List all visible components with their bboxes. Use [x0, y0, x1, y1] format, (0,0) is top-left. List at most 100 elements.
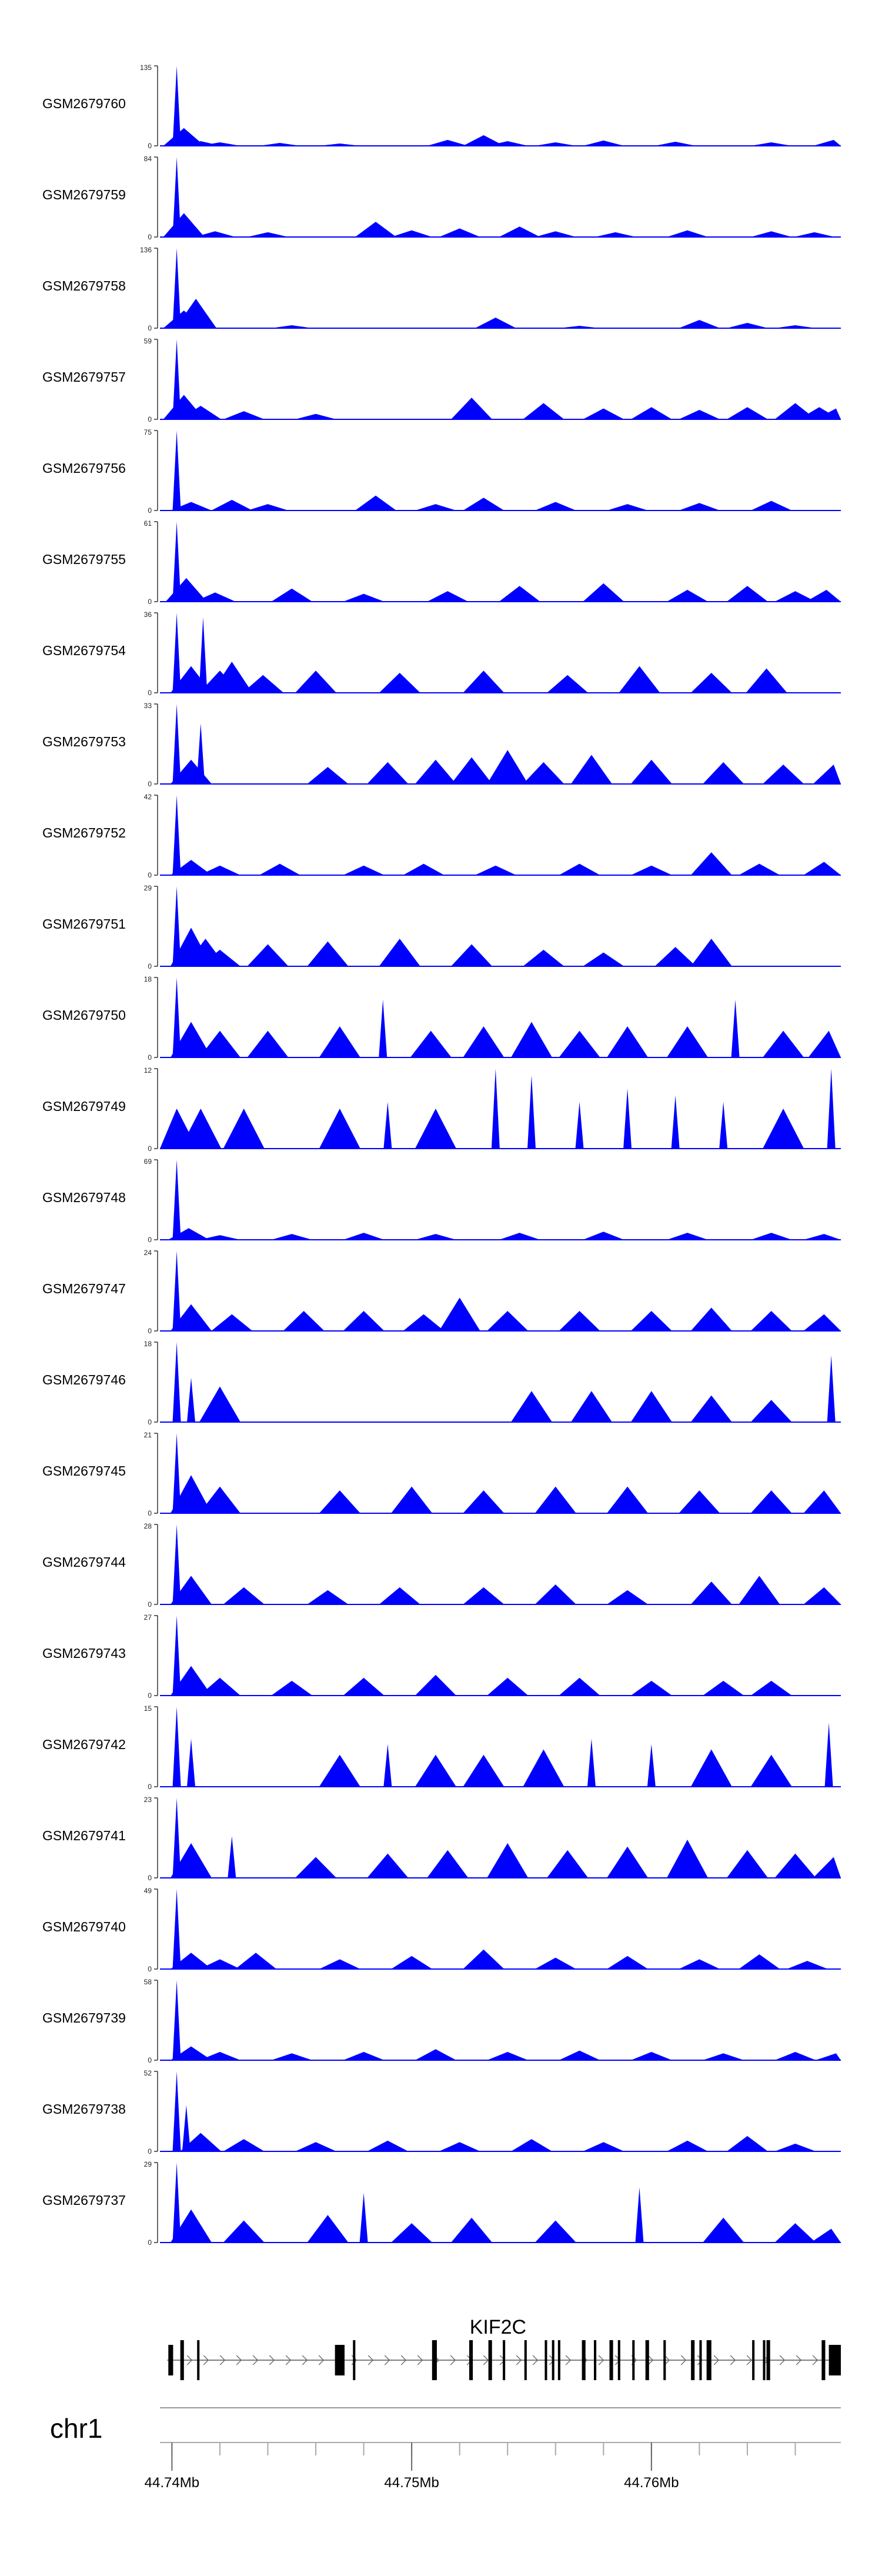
coverage-peak: [690, 1749, 732, 1787]
strand-arrow: [713, 2355, 720, 2365]
strand-arrow: [384, 2355, 390, 2365]
coverage-peak: [607, 1956, 649, 1969]
coverage-peak: [182, 2105, 191, 2151]
coverage-peak: [199, 949, 240, 966]
coverage-peak: [319, 1490, 360, 1513]
strand-arrow: [318, 2355, 325, 2365]
coverage-peak: [171, 502, 212, 510]
strand-arrow: [302, 2355, 308, 2365]
strand-arrow: [664, 2355, 670, 2365]
coverage-peak: [635, 2187, 644, 2243]
coverage-peak: [223, 1587, 265, 1604]
coverage-peak: [511, 2139, 553, 2151]
y-min-label: 0: [148, 2147, 152, 2155]
coverage-peak: [690, 852, 732, 875]
gene-exon: [335, 2345, 345, 2375]
coverage-peak: [679, 1490, 720, 1513]
strand-arrow: [269, 2355, 275, 2365]
y-max-label: 33: [144, 702, 152, 710]
gene-exon: [503, 2340, 506, 2380]
gene-exon: [552, 2340, 554, 2380]
y-min-label: 0: [148, 1965, 152, 1973]
coverage-peak: [415, 759, 456, 784]
y-min-label: 0: [148, 142, 152, 150]
coverage-peak: [803, 862, 841, 875]
coverage-peak: [774, 325, 816, 328]
y-min-label: 0: [148, 780, 152, 788]
y-max-label: 27: [144, 1613, 152, 1621]
coverage-peak: [343, 1311, 385, 1331]
coverage-peak: [726, 586, 768, 602]
coverage-peak: [750, 142, 792, 146]
coverage-peak: [750, 500, 792, 510]
track-GSM2679740: GSM2679740 49 0: [42, 1887, 841, 1973]
strand-arrow: [203, 2355, 209, 2365]
coverage-peak: [559, 1677, 600, 1696]
coverage-peak: [763, 765, 804, 784]
coverage-peak: [463, 1026, 505, 1057]
strand-arrow: [186, 2355, 193, 2365]
coverage-peak: [487, 2051, 529, 2060]
coverage-peak: [223, 2220, 265, 2243]
coverage-peak: [774, 1853, 816, 1878]
y-max-label: 52: [144, 2069, 152, 2077]
coverage-peak: [307, 941, 349, 966]
track-label: GSM2679751: [42, 916, 126, 932]
track-label: GSM2679750: [42, 1007, 126, 1023]
coverage-peak: [583, 583, 624, 602]
coverage-peak: [813, 139, 841, 146]
coverage-peak: [343, 865, 385, 875]
coverage-peak: [487, 1843, 529, 1878]
coverage-peak: [172, 2163, 181, 2243]
y-max-label: 24: [144, 1249, 152, 1257]
coverage-peak: [172, 704, 181, 784]
y-max-label: 49: [144, 1887, 152, 1895]
coverage-peak: [630, 1680, 672, 1696]
coverage-peak: [199, 1030, 240, 1057]
coverage-peak: [630, 407, 672, 419]
coverage-peak: [583, 140, 624, 146]
coverage-peak: [703, 2217, 744, 2243]
coverage-peak: [463, 1587, 505, 1604]
coverage-peak: [199, 1486, 240, 1513]
coverage-peak: [383, 1102, 392, 1149]
coverage-peak: [211, 662, 253, 693]
coverage-tracks: GSM2679760 135 0 GSM2679759 84 0 GSM2679758 136…: [42, 64, 841, 2247]
coverage-peak: [463, 135, 505, 146]
coverage-peak: [559, 1311, 600, 1331]
strand-arrow: [598, 2355, 604, 2365]
coverage-peak: [570, 1391, 612, 1422]
coverage-peak: [439, 2142, 480, 2151]
track-GSM2679752: GSM2679752 42 0: [42, 793, 841, 879]
coverage-peak: [235, 1953, 277, 1969]
coverage-peak: [427, 591, 469, 602]
coverage-peak: [367, 2140, 409, 2151]
track-GSM2679759: GSM2679759 84 0: [42, 155, 841, 241]
coverage-peak: [247, 232, 289, 237]
coverage-peak: [415, 1754, 456, 1787]
coverage-peak: [499, 226, 540, 237]
coverage-peak: [487, 1311, 529, 1331]
coverage-peak: [383, 1744, 392, 1787]
coverage-peak: [367, 762, 409, 784]
coverage-peak: [803, 1314, 841, 1331]
strand-arrow: [796, 2355, 802, 2365]
gene-exon: [632, 2340, 635, 2380]
track-label: GSM2679757: [42, 369, 126, 385]
strand-arrow: [285, 2355, 292, 2365]
track-GSM2679739: GSM2679739 58 0: [42, 1978, 841, 2064]
coverage-peak: [283, 1311, 325, 1331]
y-max-label: 29: [144, 2160, 152, 2168]
coverage-peak: [803, 1234, 841, 1240]
coverage-peak: [523, 949, 564, 966]
coverage-peak: [172, 1342, 181, 1422]
coverage-peak: [199, 1386, 240, 1422]
coverage-peak: [172, 886, 181, 966]
coverage-peak: [451, 398, 493, 419]
coverage-peak: [172, 157, 181, 237]
coverage-peak: [171, 2209, 212, 2243]
y-max-label: 75: [144, 428, 152, 436]
strand-arrow: [746, 2355, 753, 2365]
coverage-peak: [813, 1857, 841, 1878]
coverage-peak: [228, 1836, 236, 1878]
